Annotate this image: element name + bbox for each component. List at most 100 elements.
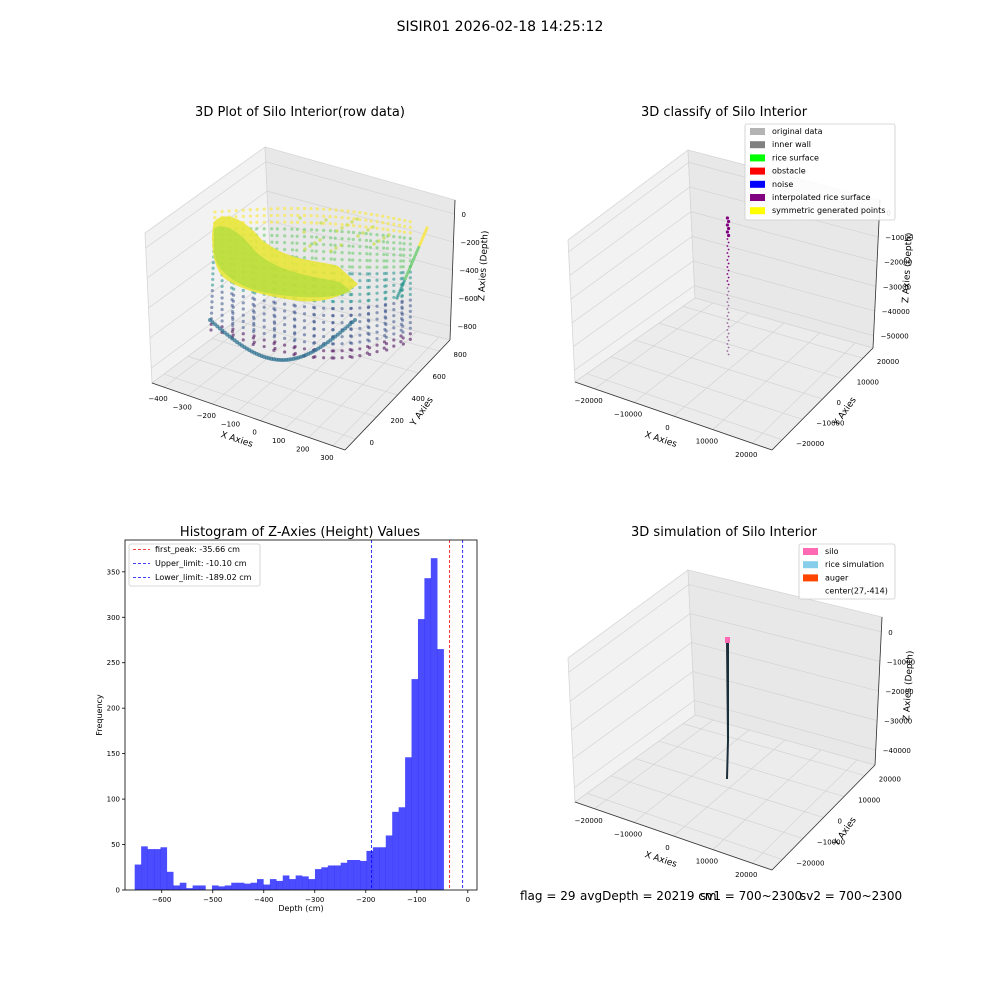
histogram-x-tick-label: −300 [305,896,324,904]
cloud-point [322,334,326,339]
cloud-point [231,311,235,315]
cloud-point [328,207,332,212]
panel4-tick-labels: −20000 −10000 0 10000 20000 −20000 −10000 0 1000… [575,629,915,879]
cloud-point [392,277,396,281]
cloud-point [211,266,215,270]
cloud-point [358,211,362,215]
panel2-legend-swatch [750,128,765,135]
panel4-legend-label: center(27,-414) [825,587,888,596]
panel2-z-tick: −20000 [884,259,912,267]
panel2-x-tick: 20000 [735,451,757,459]
histogram-bar [437,649,444,890]
histogram-x-tick-label: −400 [254,896,273,904]
cloud-point [401,336,405,340]
cloud-point [421,236,425,240]
cloud-point [375,343,379,347]
cloud-point [302,326,307,330]
cloud-point [315,221,319,225]
cloud-point [348,341,352,345]
cloud-point [416,248,420,252]
histogram-bar [141,846,148,890]
cloud-point [351,244,355,248]
histogram-bar [244,883,251,890]
classified-point [727,219,731,224]
histogram-bar [179,882,187,890]
cloud-point [310,242,314,246]
panel2-z-axis-line [872,199,881,349]
cloud-point [401,270,405,275]
panel1-x-tick: 100 [272,437,285,445]
cloud-point [367,278,372,283]
cloud-point [209,311,214,315]
cloud-point [311,355,315,359]
cloud-point [262,318,266,322]
cloud-point [334,246,338,250]
histogram-bar [160,847,168,890]
histogram-y-tick-label: 0 [116,887,120,895]
cloud-point [375,213,379,217]
panel4-y-tick: 10000 [858,797,880,805]
cloud-point [382,246,386,250]
cloud-point [381,233,385,237]
cloud-point [283,343,287,347]
panel2-y-tick: −20000 [796,440,824,448]
cloud-point [241,208,245,212]
panel4-y-tick: 0 [838,818,842,826]
cloud-point [255,207,259,212]
cloud-point [399,334,403,338]
cloud-point [408,265,413,269]
cloud-point [372,242,376,246]
cloud-point [309,214,313,218]
panel4-y-tick: −20000 [796,860,824,868]
cloud-point [262,299,266,303]
panel2-legend-box [744,123,896,221]
cloud-point [248,208,252,212]
cloud-point [331,321,335,325]
cloud-point [335,229,339,233]
cloud-point [400,305,404,309]
cloud-point [210,300,214,304]
cloud-point [358,251,362,256]
cloud-point [384,284,388,288]
cloud-point [365,351,369,355]
cloud-point [368,245,373,249]
cloud-point [272,328,277,332]
cloud-point [365,265,369,269]
cloud-point [289,206,293,211]
panel2-legend-swatch [750,141,765,149]
cloud-point [273,321,277,325]
cloud-point [340,321,344,325]
cloud-point [406,269,410,274]
panel-histogram: Histogram of Z-Axies (Height) Values −60… [95,525,478,913]
cloud-point [392,265,396,269]
cloud-point [249,220,253,224]
panel4-legend-swatch [803,561,818,569]
cloud-point [293,304,297,308]
cloud-point [411,257,416,261]
panel2-legend-swatch [750,154,765,162]
histogram-bar [366,850,374,890]
cloud-point [392,241,396,245]
cloud-point [375,252,379,256]
cloud-point [334,222,338,226]
cloud-point [308,244,312,248]
cloud-point [358,217,362,222]
panel4-legend-swatch [803,548,818,555]
cloud-point [409,262,414,266]
panel1-y-tick: 600 [433,373,446,381]
cloud-point [213,210,217,214]
cloud-point [339,243,343,247]
classified-point [726,301,729,303]
cloud-point [319,221,323,225]
panel2-y-tick: 0 [837,399,841,407]
panel2-legend-label: noise [772,180,793,189]
histogram-bar [353,860,361,890]
cloud-point [345,223,349,227]
panel4-title: 3D simulation of Silo Interior [631,525,818,540]
panel2-y-tick: 10000 [857,379,879,387]
cloud-point [230,329,235,334]
histogram-bar [237,882,245,890]
cloud-point [270,233,274,238]
histogram-y-tick-label: 50 [111,841,120,849]
